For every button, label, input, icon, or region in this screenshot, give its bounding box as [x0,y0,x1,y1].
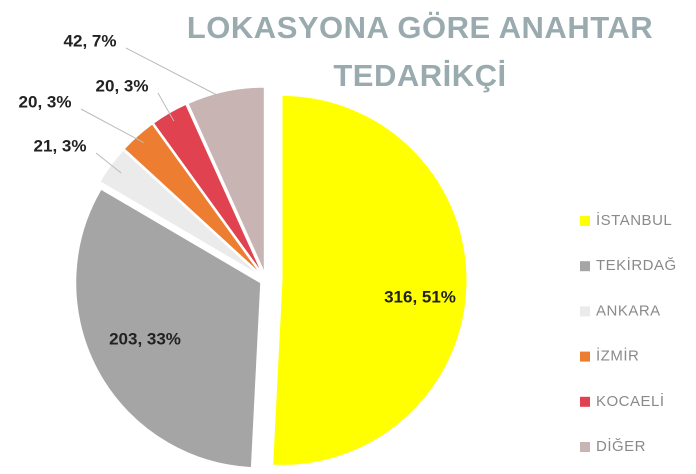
legend-label: İSTANBUL [596,211,672,229]
leader-line [157,92,175,122]
chart-title: LOKASYONA GÖRE ANAHTAR TEDARİKÇİ [186,10,654,93]
legend-swatch [580,261,590,272]
data-label: 203, 33% [109,329,181,348]
legend-label: TEKİRDAĞ [596,256,677,274]
data-label: 21, 3% [34,136,87,155]
data-label: 20, 3% [19,92,72,111]
leader-line [125,47,228,101]
pie-slice [272,94,468,466]
legend-swatch [580,442,590,452]
pie-slice [123,123,262,275]
legend-label: ANKARA [596,302,661,319]
legend-swatch [580,351,590,362]
legend-label: KOCAELİ [596,392,665,410]
legend-label: İZMİR [596,347,639,365]
data-label: 42, 7% [64,31,117,50]
legend-swatch [580,306,590,317]
pie-slice [187,86,265,273]
data-label: 316, 51% [384,287,456,306]
pie-slice [75,188,262,469]
legend-label: DİĞER [596,437,646,455]
data-label: 20, 3% [96,76,149,95]
leader-line [95,152,122,174]
leader-line [80,108,145,144]
legend-swatch [580,216,590,226]
legend-swatch [580,396,590,407]
